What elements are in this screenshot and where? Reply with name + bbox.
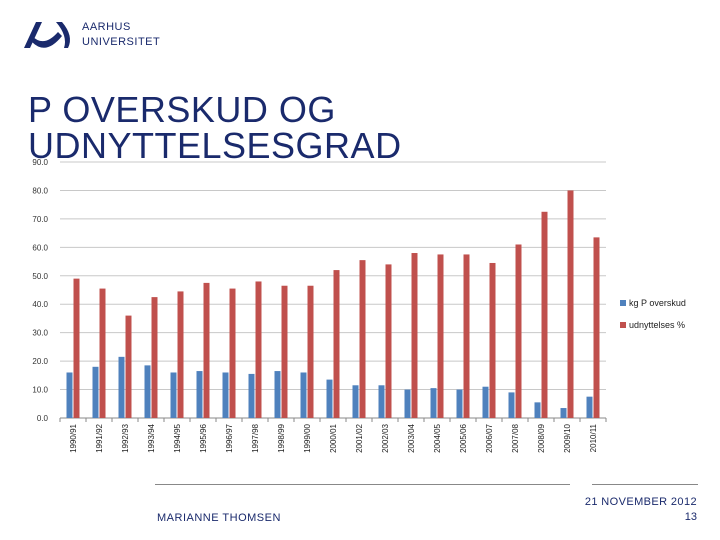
bar-series-2	[125, 315, 132, 418]
x-tick-label: 2008/09	[537, 423, 546, 452]
x-tick-label: 2009/10	[563, 423, 572, 452]
bar-series-2	[541, 211, 548, 418]
bar-series-1	[274, 371, 281, 418]
bar-series-1	[378, 385, 385, 418]
bar-series-2	[437, 254, 444, 418]
y-tick-label: 10.0	[32, 386, 48, 395]
bar-series-1	[326, 379, 333, 418]
y-tick-label: 0.0	[37, 414, 49, 423]
legend-item-series-2: udnyttelses %	[620, 314, 686, 336]
x-tick-label: 1991/92	[95, 423, 104, 452]
chart-legend: kg P overskud udnyttelses %	[620, 292, 686, 336]
x-tick-label: 2003/04	[407, 423, 416, 452]
bar-series-2	[489, 262, 496, 418]
aarhus-university-logo-icon	[24, 22, 70, 48]
x-tick-label: 1998/99	[277, 423, 286, 452]
bar-series-1	[352, 385, 359, 418]
bar-series-2	[593, 237, 600, 418]
page-number: 13	[684, 511, 697, 523]
bar-series-2	[203, 282, 210, 418]
footer-divider-left	[155, 484, 570, 485]
bar-series-2	[411, 253, 418, 418]
bar-series-1	[222, 372, 229, 418]
bar-series-1	[456, 389, 463, 418]
bar-series-1	[66, 372, 73, 418]
x-tick-label: 2010/11	[589, 423, 598, 452]
x-tick-label: 1992/93	[121, 423, 130, 452]
x-tick-label: 1996/97	[225, 423, 234, 452]
y-tick-label: 40.0	[32, 300, 48, 309]
bar-series-2	[515, 244, 522, 418]
legend-item-series-1: kg P overskud	[620, 292, 686, 314]
x-tick-label: 1990/91	[69, 423, 78, 452]
x-tick-label: 1999/00	[303, 423, 312, 452]
x-tick-label: 2004/05	[433, 423, 442, 452]
slide-title-line-2: UDNYTTELSESGRAD	[28, 125, 402, 166]
y-tick-label: 20.0	[32, 357, 48, 366]
slide-title-line-1: P OVERSKUD OG	[28, 89, 336, 130]
x-tick-label: 2000/01	[329, 423, 338, 452]
logo-line-2: UNIVERSITET	[82, 36, 161, 48]
bar-series-1	[170, 372, 177, 418]
bar-series-1	[586, 396, 593, 418]
bar-series-1	[118, 356, 125, 418]
bar-series-1	[482, 386, 489, 418]
bar-series-2	[99, 288, 106, 418]
bar-series-1	[144, 365, 151, 418]
x-tick-label: 1997/98	[251, 423, 260, 452]
bar-series-2	[151, 297, 158, 418]
bar-series-1	[404, 389, 411, 418]
bar-series-1	[248, 373, 255, 418]
bar-series-2	[177, 291, 184, 418]
bar-series-2	[567, 190, 574, 418]
legend-swatch-series-1	[620, 300, 626, 306]
bar-series-1	[534, 402, 541, 418]
footer-date: 21 NOVEMBER 2012	[584, 496, 697, 508]
footer-divider-right	[592, 484, 698, 485]
bar-series-2	[359, 260, 366, 418]
bar-series-2	[307, 285, 314, 418]
bar-series-1	[196, 371, 203, 418]
bar-series-1	[300, 372, 307, 418]
x-tick-label: 1994/95	[173, 423, 182, 452]
x-tick-label: 2007/08	[511, 423, 520, 452]
slide-title: P OVERSKUD OG UDNYTTELSESGRAD	[28, 92, 402, 164]
legend-label-series-2: udnyttelses %	[629, 320, 686, 330]
y-tick-label: 30.0	[32, 329, 48, 338]
y-tick-label: 90.0	[32, 158, 48, 167]
bar-series-1	[92, 366, 99, 418]
y-tick-label: 80.0	[32, 186, 48, 195]
bar-series-1	[560, 408, 567, 418]
y-tick-label: 50.0	[32, 272, 48, 281]
bar-series-2	[333, 270, 340, 418]
bar-series-2	[255, 281, 262, 418]
bar-series-1	[430, 388, 437, 418]
logo-line-1: AARHUS	[82, 21, 131, 33]
bar-series-2	[73, 278, 80, 418]
bar-series-2	[281, 285, 288, 418]
legend-label-series-1: kg P overskud	[629, 298, 686, 308]
x-tick-label: 2005/06	[459, 423, 468, 452]
bar-series-2	[385, 264, 392, 418]
bar-series-2	[229, 288, 236, 418]
x-tick-label: 2006/07	[485, 423, 494, 452]
logo-wordmark: AARHUS UNIVERSITET	[82, 20, 160, 50]
x-tick-label: 2002/03	[381, 423, 390, 452]
footer-author: MARIANNE THOMSEN	[157, 512, 281, 524]
legend-swatch-series-2	[620, 322, 626, 328]
bar-series-2	[463, 254, 470, 418]
x-tick-label: 2001/02	[355, 423, 364, 452]
x-tick-label: 1995/96	[199, 423, 208, 452]
y-tick-label: 60.0	[32, 243, 48, 252]
x-tick-label: 1993/94	[147, 423, 156, 452]
y-tick-label: 70.0	[32, 215, 48, 224]
bar-series-1	[508, 392, 515, 418]
